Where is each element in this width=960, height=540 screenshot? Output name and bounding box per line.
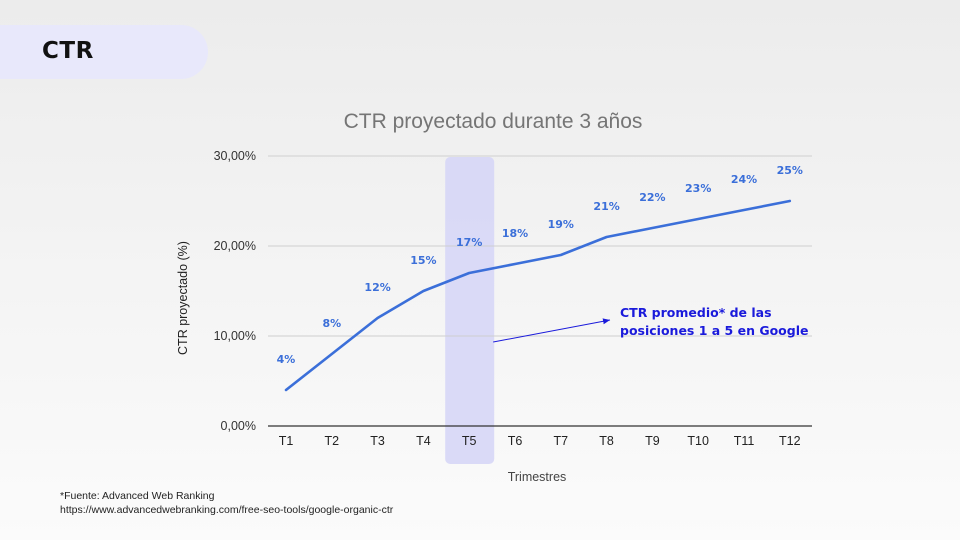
data-label: 4% — [277, 353, 296, 366]
t5-highlight-band — [445, 157, 495, 464]
title-pill — [0, 25, 208, 79]
footnote-url[interactable]: https://www.advancedwebranking.com/free-… — [60, 504, 394, 516]
footnote-source: *Fuente: Advanced Web Ranking — [60, 490, 215, 502]
y-tick-label: 20,00% — [214, 239, 256, 253]
data-labels: 4% 8% 12% 15% 17% 18% 19% 21% 22% 23% 24% 25% — [277, 164, 803, 366]
x-tick-label: T11 — [734, 434, 755, 448]
x-tick-label: T10 — [687, 434, 709, 448]
data-label: 21% — [593, 200, 619, 213]
axes: 0,00% 10,00% 20,00% 30,00% T1 T2 T3 T4 T5 T6 T7 T8 T… — [214, 149, 812, 448]
y-tick-label: 10,00% — [214, 329, 256, 343]
y-tick-label: 0,00% — [221, 419, 256, 433]
series-group — [284, 199, 792, 392]
x-tick-label: T3 — [370, 434, 385, 448]
data-label: 17% — [456, 236, 482, 249]
slide-title: CTR — [42, 38, 94, 64]
x-tick-label: T8 — [599, 434, 614, 448]
data-label: 18% — [502, 227, 528, 240]
x-tick-label: T2 — [325, 434, 340, 448]
y-axis-title: CTR proyectado (%) — [176, 241, 190, 355]
x-tick-label: T7 — [554, 434, 569, 448]
y-tick-label: 30,00% — [214, 149, 256, 163]
x-tick-label: T4 — [416, 434, 431, 448]
x-tick-label: T6 — [508, 434, 523, 448]
annotation-line-1: CTR promedio* de las — [620, 305, 772, 320]
x-axis-title: Trimestres — [508, 470, 567, 484]
footnote: *Fuente: Advanced Web Ranking https://ww… — [60, 489, 393, 517]
x-tick-label: T9 — [645, 434, 660, 448]
annotation-arrow — [493, 318, 611, 343]
gridlines — [268, 155, 812, 337]
data-label: 19% — [548, 218, 574, 231]
x-tick-label: T5 — [462, 434, 477, 448]
annotation-line-2: posiciones 1 a 5 en Google — [620, 323, 808, 338]
series-line — [284, 199, 792, 392]
x-tick-label: T1 — [279, 434, 294, 448]
annotation-text: CTR promedio* de las posiciones 1 a 5 en… — [620, 305, 808, 338]
data-label: 22% — [639, 191, 665, 204]
data-label: 8% — [322, 317, 341, 330]
x-tick-label: T12 — [779, 434, 801, 448]
chart-title: CTR proyectado durante 3 años — [344, 110, 643, 133]
data-label: 23% — [685, 182, 711, 195]
data-label: 25% — [777, 164, 803, 177]
data-label: 12% — [364, 281, 390, 294]
data-label: 24% — [731, 173, 757, 186]
data-label: 15% — [410, 254, 436, 267]
